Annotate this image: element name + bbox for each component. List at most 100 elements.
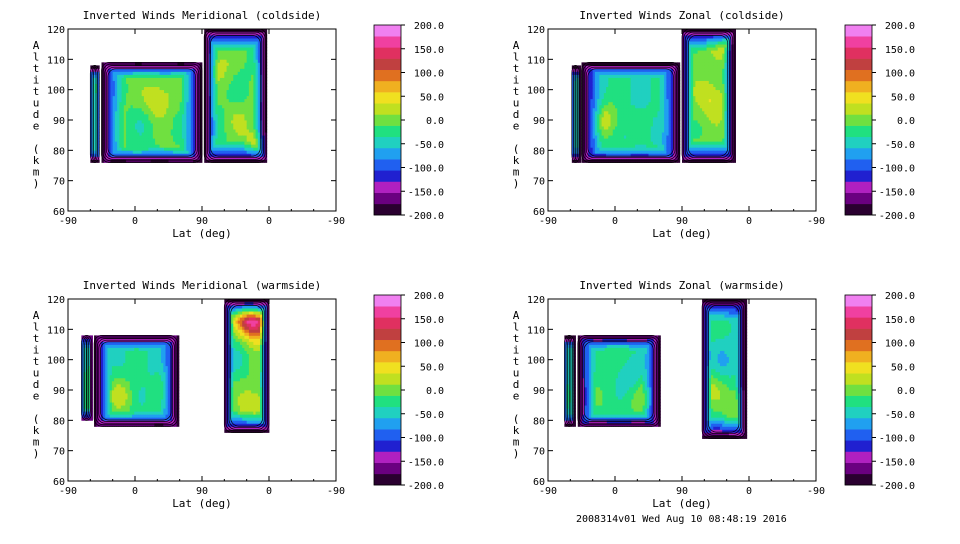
contour-cell <box>231 96 234 99</box>
contour-cell <box>657 147 660 150</box>
contour-cell <box>191 105 194 108</box>
contour-cell <box>637 108 640 111</box>
contour-cell <box>664 105 667 108</box>
colorbar-swatch <box>374 126 401 137</box>
contour-cell <box>691 144 694 147</box>
contour-cell <box>664 90 667 93</box>
contour-cell <box>224 65 227 68</box>
contour-cell <box>184 105 187 108</box>
contour-cell <box>244 132 247 135</box>
contour-cell <box>151 147 154 150</box>
contour-cell <box>218 126 221 129</box>
contour-cell <box>231 56 234 59</box>
contour-cell <box>691 126 694 129</box>
contour-cell <box>191 102 194 105</box>
contour-cell <box>698 96 701 99</box>
contour-cell <box>238 105 241 108</box>
contour-cell <box>231 71 234 74</box>
contour-cell <box>631 93 634 96</box>
contour-cell <box>644 129 647 132</box>
contour-cell <box>191 129 194 132</box>
contour-cell <box>238 117 241 120</box>
contour-cell <box>624 114 627 117</box>
contour-cell <box>644 93 647 96</box>
contour-cell <box>177 96 180 99</box>
contour-cell <box>644 96 647 99</box>
contour-cell <box>144 84 147 87</box>
contour-cell <box>698 129 701 132</box>
contour-cell <box>124 108 127 111</box>
contour-cell <box>617 90 620 93</box>
contour-cell <box>631 108 634 111</box>
contour-cell <box>238 59 241 62</box>
contour-cell <box>604 81 607 84</box>
contour-cell <box>144 108 147 111</box>
contour-cell <box>184 78 187 81</box>
y-tick-label: 60 <box>53 207 65 218</box>
contour-cell <box>244 87 247 90</box>
contour-cell <box>131 150 134 153</box>
contour-cell <box>218 50 221 53</box>
contour-cell <box>151 99 154 102</box>
contour-cell <box>664 84 667 87</box>
contour-cell <box>617 108 620 111</box>
contour-cell <box>171 144 174 147</box>
contour-cell <box>171 81 174 84</box>
contour-cell <box>611 71 614 74</box>
contour-cell <box>184 135 187 138</box>
contour-cell <box>590 90 593 93</box>
contour-cell <box>698 126 701 129</box>
contour-cell <box>624 87 627 90</box>
contour-cell <box>664 78 667 81</box>
contour-cell <box>698 84 701 87</box>
contour-cell <box>224 71 227 74</box>
colorbar-tick-label: -200.0 <box>408 211 444 222</box>
contour-cell <box>218 132 221 135</box>
contour-cell <box>698 123 701 126</box>
contour-cell <box>238 144 241 147</box>
contour-cell <box>251 150 254 153</box>
contour-cell <box>624 102 627 105</box>
contour-cell <box>211 108 214 111</box>
contour-cell <box>244 147 247 150</box>
contour-cell <box>171 129 174 132</box>
contour-cell <box>171 114 174 117</box>
contour-cell <box>664 114 667 117</box>
contour-cell <box>131 71 134 74</box>
contour-cell <box>164 111 167 114</box>
contour-cell <box>164 129 167 132</box>
contour-cell <box>184 90 187 93</box>
contour-cell <box>211 59 214 62</box>
contour-cell <box>604 150 607 153</box>
contour-cell <box>657 93 660 96</box>
contour-cell <box>191 150 194 153</box>
contour-cell <box>691 71 694 74</box>
contour-cell <box>597 90 600 93</box>
contour-cell <box>631 129 634 132</box>
contour-cell <box>218 96 221 99</box>
contour-cell <box>631 138 634 141</box>
contour-cell <box>244 84 247 87</box>
contour-cell <box>624 78 627 81</box>
contour-cell <box>224 78 227 81</box>
contour-cell <box>157 99 160 102</box>
contour-cell <box>124 111 127 114</box>
contour-cell <box>157 117 160 120</box>
contour-cell <box>184 132 187 135</box>
contour-cell <box>238 47 241 50</box>
contour-cell <box>231 65 234 68</box>
contour-cell <box>117 75 120 78</box>
contour-cell <box>238 78 241 81</box>
contour-cell <box>631 123 634 126</box>
contour-cell <box>617 93 620 96</box>
contour-cell <box>144 78 147 81</box>
contour-cell <box>184 108 187 111</box>
contour-cell <box>218 38 221 41</box>
contour-cell <box>631 141 634 144</box>
contour-cell <box>238 114 241 117</box>
contour-cell <box>624 96 627 99</box>
contour-cell <box>651 84 654 87</box>
contour-cell <box>224 75 227 78</box>
contour-cell <box>218 71 221 74</box>
